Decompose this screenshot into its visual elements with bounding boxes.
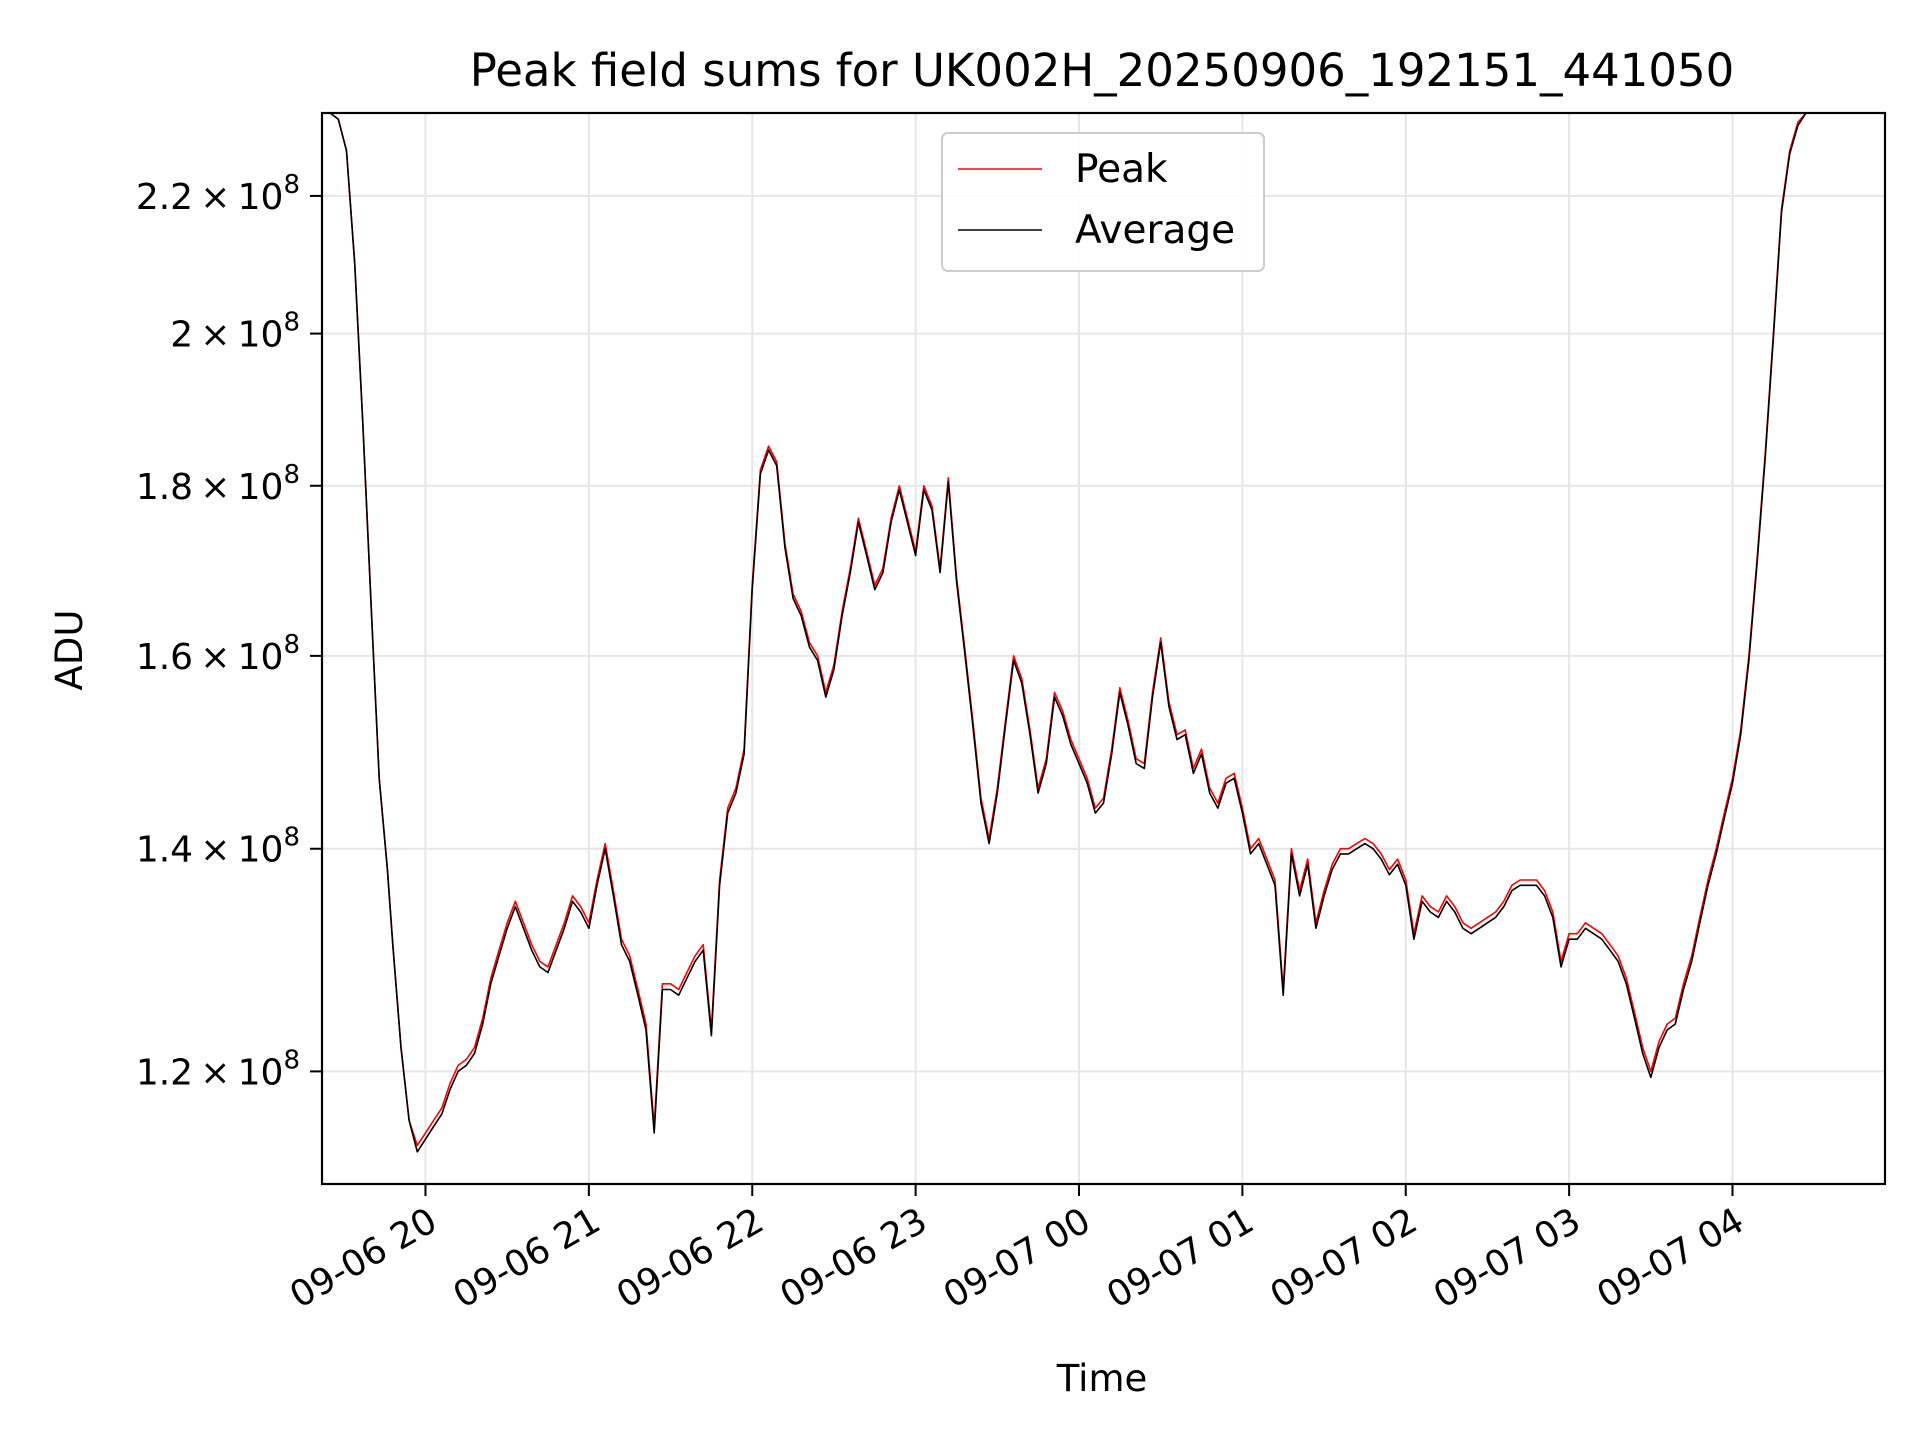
legend-box <box>941 132 1265 272</box>
y-tick-label: 1.8 × 108 <box>136 460 300 508</box>
y-axis-label: ADU <box>48 610 91 691</box>
y-tick-exponent: 8 <box>283 460 300 490</box>
y-tick-mantissa: 1.8 <box>136 467 193 508</box>
y-tick-exponent: 8 <box>283 170 300 200</box>
legend-average-label: Average <box>1075 208 1235 253</box>
y-tick-mantissa: 2 <box>170 315 193 356</box>
y-tick-exponent: 8 <box>283 308 300 338</box>
y-tick-label: 2 × 108 <box>170 308 300 356</box>
y-tick-label: 1.2 × 108 <box>136 1045 300 1093</box>
legend-peak-label: Peak <box>1075 147 1168 192</box>
y-tick-mantissa: 1.4 <box>136 830 193 871</box>
y-tick-mantissa: 1.2 <box>136 1052 193 1093</box>
series-line-peak <box>322 112 1815 1147</box>
legend: Peak Average <box>941 132 1265 272</box>
plot-area-frame <box>320 111 1887 1186</box>
y-tick-exponent: 8 <box>283 823 300 853</box>
y-tick-mantissa: 1.6 <box>136 637 193 678</box>
y-axis-ticks: 1.2 × 108 1.4 × 108 1.6 × 108 1.8 × 108 2 × … <box>136 170 322 1093</box>
plot-series <box>322 112 1815 1153</box>
y-tick-label: 2.2 × 108 <box>136 170 300 218</box>
series-line-average <box>322 112 1815 1153</box>
y-tick-mantissa: 2.2 <box>136 177 193 218</box>
y-tick-exponent: 8 <box>283 1045 300 1075</box>
y-tick-label: 1.4 × 108 <box>136 823 300 871</box>
y-tick-exponent: 8 <box>283 630 300 660</box>
chart-title: Peak field sums for UK002H_20250906_1921… <box>470 44 1735 97</box>
y-tick-label: 1.6 × 108 <box>136 630 300 678</box>
x-axis-label: Time <box>1056 1357 1148 1400</box>
